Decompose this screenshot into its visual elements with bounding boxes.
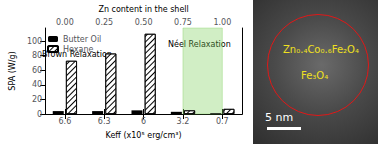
svg-text:0.00: 0.00 — [56, 18, 74, 27]
svg-text:Zn content in the shell: Zn content in the shell — [98, 5, 188, 14]
svg-text:Hexane: Hexane — [63, 45, 94, 54]
svg-text:1.00: 1.00 — [213, 18, 231, 27]
svg-text:40: 40 — [32, 80, 42, 89]
svg-text:0.7: 0.7 — [216, 117, 229, 126]
html-text:5 nm: 5 nm — [265, 111, 294, 124]
svg-text:0.25: 0.25 — [95, 18, 113, 27]
svg-text:0.75: 0.75 — [174, 18, 192, 27]
svg-text:80: 80 — [32, 51, 42, 60]
svg-text:6.3: 6.3 — [98, 117, 111, 126]
svg-text:SPA (W/g): SPA (W/g) — [8, 51, 17, 90]
svg-text:Keff (x10⁵ erg/cm³): Keff (x10⁵ erg/cm³) — [106, 131, 182, 140]
html-text:Fe₃O₄: Fe₃O₄ — [301, 70, 329, 81]
svg-text:60: 60 — [32, 66, 42, 75]
svg-text:Butter Oil: Butter Oil — [63, 35, 101, 44]
svg-text:6.6: 6.6 — [58, 117, 71, 126]
svg-text:6: 6 — [141, 117, 146, 126]
svg-text:Brown Relaxation: Brown Relaxation — [42, 49, 112, 59]
html-text:Zn₀.₄Co₀.₆Fe₂O₄: Zn₀.₄Co₀.₆Fe₂O₄ — [283, 44, 359, 55]
svg-text:0.50: 0.50 — [135, 18, 153, 27]
svg-text:20: 20 — [32, 95, 42, 104]
svg-text:3.2: 3.2 — [177, 117, 190, 126]
svg-text:0: 0 — [37, 110, 42, 119]
svg-text:100: 100 — [27, 37, 42, 46]
